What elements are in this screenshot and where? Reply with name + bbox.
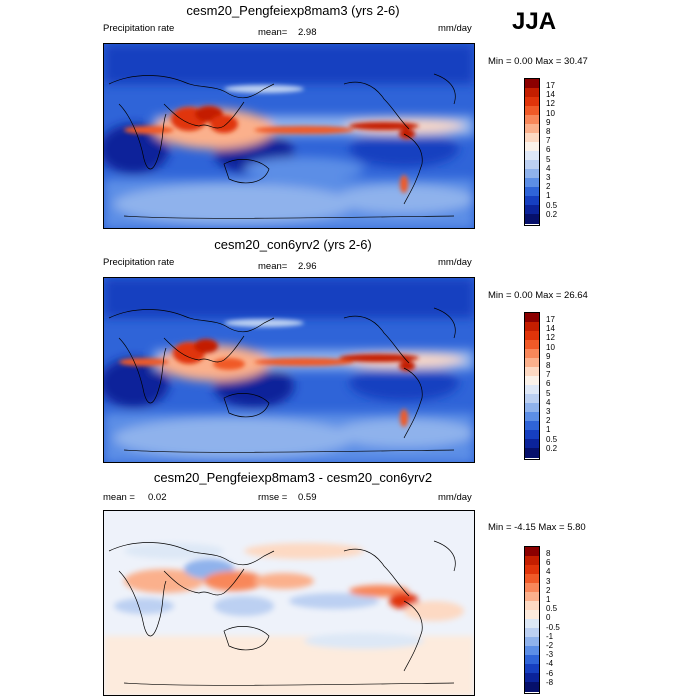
panel-2-colorbar [524, 312, 540, 460]
panel-1-units: mm/day [438, 23, 472, 34]
colorbar-tick: 4 [546, 397, 551, 407]
panel-3-mean-value: 0.02 [148, 492, 167, 503]
panel-3-difference-map [103, 510, 475, 696]
panel-3-map-field [104, 511, 474, 695]
colorbar-tick: 0 [546, 613, 551, 623]
colorbar-tick: 12 [546, 99, 555, 109]
colorbar-tick: 2 [546, 182, 551, 192]
colorbar-tick: -2 [546, 641, 554, 650]
colorbar-tick: 0.5 [546, 200, 558, 210]
colorbar-tick: 3 [546, 407, 551, 416]
colorbar-tick: -1 [546, 631, 554, 641]
colorbar-tick: 6 [546, 379, 551, 389]
colorbar-tick: 14 [546, 90, 555, 100]
panel-1-colorbar [524, 78, 540, 226]
panel-1-map-field [104, 44, 474, 228]
panel-3-title: cesm20_Pengfeiexp8mam3 - cesm20_con6yrv2 [153, 470, 433, 485]
colorbar-tick: 1 [546, 595, 551, 604]
panel-3-rmse-label: rmse = [258, 492, 288, 503]
colorbar-tick: 6 [546, 558, 551, 568]
panel-1-precip-map [103, 43, 475, 229]
colorbar-tick: 6 [546, 145, 551, 155]
colorbar-tick: 3 [546, 173, 551, 182]
colorbar-tick: 5 [546, 388, 551, 398]
panel-3-rmse-value: 0.59 [298, 492, 317, 503]
colorbar-tick: 3 [546, 576, 551, 586]
panel-1-minmax: Min = 0.00 Max = 30.47 [488, 56, 588, 67]
panel-3-mean-label: mean = [103, 492, 135, 503]
panel-3-units: mm/day [438, 492, 472, 503]
colorbar-tick: 2 [546, 585, 551, 595]
colorbar-tick: 0.2 [546, 443, 558, 453]
colorbar-tick: 10 [546, 108, 555, 118]
colorbar-tick: -0.5 [546, 622, 560, 632]
colorbar-tick: 8 [546, 549, 551, 558]
panel-1-mean-label: mean= [258, 27, 288, 38]
panel-2-units: mm/day [438, 257, 472, 268]
colorbar-tick: 0.5 [546, 604, 558, 614]
colorbar-tick: 5 [546, 154, 551, 164]
colorbar-tick: 8 [546, 361, 551, 370]
panel-2-mean-value: 2.96 [298, 261, 317, 272]
season-label: JJA [512, 8, 557, 35]
panel-1-variable-label: Precipitation rate [103, 23, 175, 34]
colorbar-tick: 0.5 [546, 434, 558, 444]
panel-1-title: cesm20_Pengfeiexp8mam3 (yrs 2-6) [186, 3, 400, 18]
colorbar-tick: -3 [546, 650, 554, 660]
panel-2-title: cesm20_con6yrv2 (yrs 2-6) [214, 237, 372, 252]
panel-3-minmax: Min = -4.15 Max = 5.80 [488, 522, 586, 533]
colorbar-tick: -6 [546, 668, 554, 678]
colorbar-tick: 12 [546, 333, 555, 343]
colorbar-tick: 14 [546, 324, 555, 334]
panel-2-minmax: Min = 0.00 Max = 26.64 [488, 290, 588, 301]
colorbar-tick: 1 [546, 425, 551, 435]
colorbar-tick: 17 [546, 315, 555, 324]
panel-3-colorbar [524, 546, 540, 694]
panel-2-precip-map [103, 277, 475, 463]
panel-2-variable-label: Precipitation rate [103, 257, 175, 268]
colorbar-tick: 1 [546, 191, 551, 201]
colorbar-tick: 2 [546, 416, 551, 426]
panel-2-map-field [104, 278, 474, 462]
colorbar-tick: 7 [546, 136, 551, 146]
colorbar-tick: -8 [546, 677, 554, 687]
colorbar-tick: 4 [546, 567, 551, 577]
colorbar-tick: 0.2 [546, 209, 558, 219]
colorbar-tick: 7 [546, 370, 551, 380]
colorbar-tick: 8 [546, 127, 551, 136]
panel-1-mean-value: 2.98 [298, 27, 317, 38]
panel-2-mean-label: mean= [258, 261, 288, 272]
colorbar-tick: 10 [546, 342, 555, 352]
colorbar-tick: 17 [546, 81, 555, 90]
colorbar-tick: -4 [546, 659, 554, 669]
colorbar-tick: 9 [546, 351, 551, 361]
colorbar-tick: 4 [546, 163, 551, 173]
colorbar-tick: 9 [546, 117, 551, 127]
